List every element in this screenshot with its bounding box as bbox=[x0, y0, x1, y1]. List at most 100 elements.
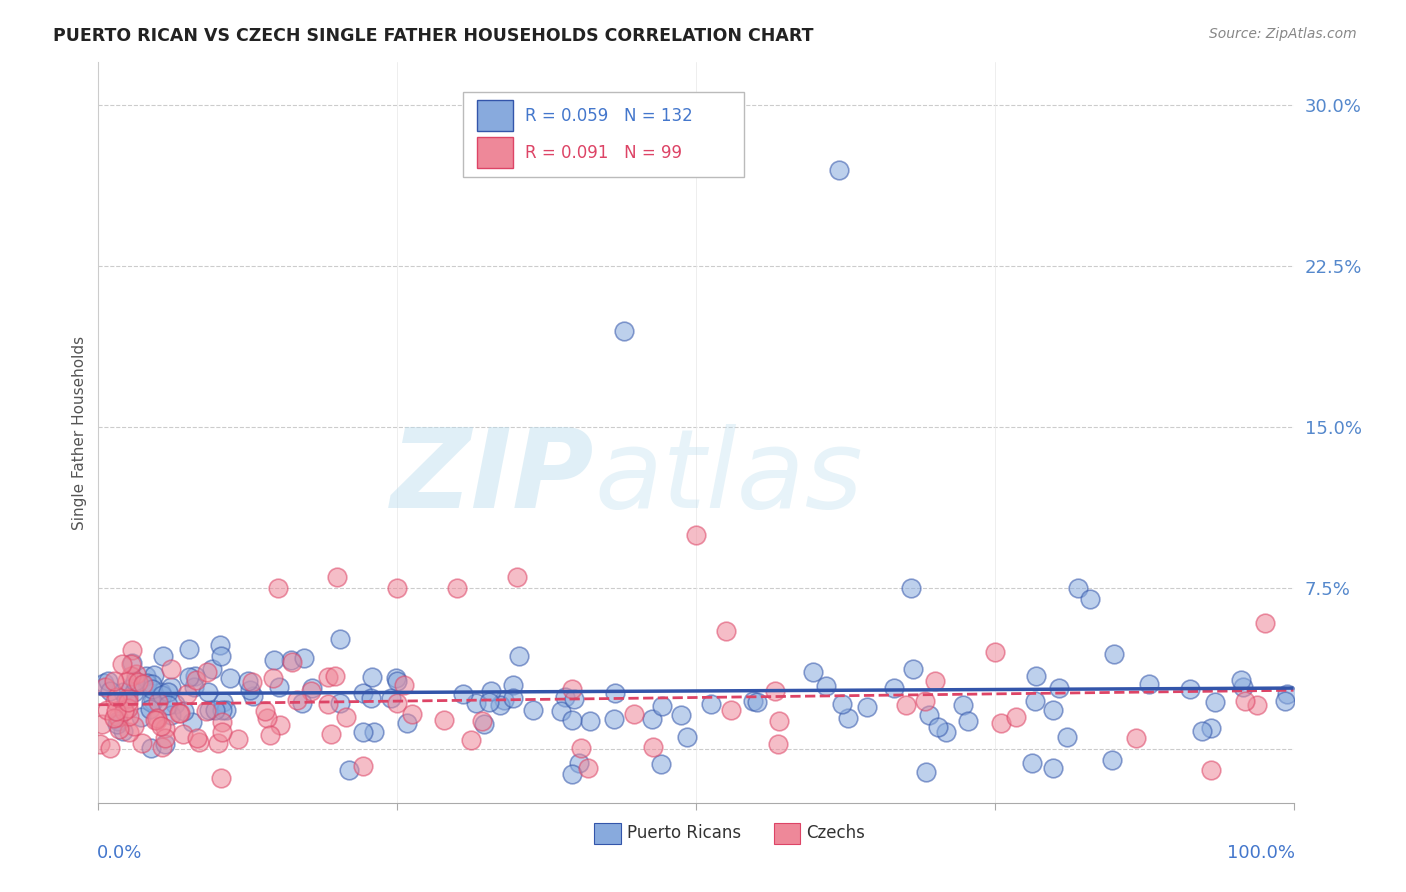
Point bbox=[103, 674, 125, 689]
Point bbox=[176, 687, 198, 701]
Point bbox=[262, 671, 284, 685]
Point bbox=[121, 643, 143, 657]
Point bbox=[329, 696, 352, 710]
FancyBboxPatch shape bbox=[477, 100, 513, 131]
Point bbox=[1125, 731, 1147, 745]
Point bbox=[935, 725, 957, 739]
Point bbox=[924, 673, 946, 688]
FancyBboxPatch shape bbox=[595, 822, 620, 844]
Point bbox=[394, 678, 416, 692]
Point bbox=[1199, 764, 1222, 778]
Text: R = 0.059   N = 132: R = 0.059 N = 132 bbox=[524, 107, 693, 125]
Point bbox=[183, 680, 205, 694]
Point bbox=[103, 711, 125, 725]
Point bbox=[1101, 753, 1123, 767]
Point bbox=[918, 708, 941, 723]
Point bbox=[145, 713, 167, 727]
Point bbox=[122, 685, 145, 699]
Point bbox=[489, 698, 512, 712]
Point bbox=[211, 725, 233, 739]
Point bbox=[700, 698, 723, 712]
Point bbox=[1042, 703, 1064, 717]
Point bbox=[104, 694, 127, 708]
Text: atlas: atlas bbox=[595, 424, 863, 531]
Point bbox=[91, 717, 114, 731]
Point bbox=[1178, 681, 1201, 696]
Point bbox=[766, 737, 789, 751]
Point bbox=[385, 671, 408, 685]
Point bbox=[492, 693, 515, 707]
Point bbox=[316, 670, 339, 684]
Point bbox=[396, 715, 419, 730]
Point bbox=[465, 696, 488, 710]
Point bbox=[142, 694, 165, 708]
Point bbox=[301, 681, 323, 696]
Point bbox=[1067, 581, 1090, 595]
Point bbox=[121, 656, 143, 670]
FancyBboxPatch shape bbox=[773, 822, 800, 844]
Point bbox=[141, 681, 163, 696]
Point bbox=[337, 763, 360, 777]
Point bbox=[323, 669, 346, 683]
Point bbox=[153, 731, 176, 745]
Y-axis label: Single Father Households: Single Father Households bbox=[72, 335, 87, 530]
Point bbox=[150, 685, 173, 699]
Point bbox=[603, 686, 626, 700]
Point bbox=[685, 527, 707, 541]
Point bbox=[157, 685, 180, 699]
Point bbox=[479, 684, 502, 698]
Point bbox=[163, 697, 186, 711]
Point bbox=[269, 680, 291, 694]
Point bbox=[197, 685, 219, 699]
Point bbox=[204, 703, 226, 717]
Point bbox=[195, 704, 218, 718]
Point bbox=[1042, 761, 1064, 775]
Point bbox=[127, 675, 149, 690]
Point bbox=[107, 710, 129, 724]
Point bbox=[623, 707, 645, 722]
Point bbox=[136, 676, 159, 690]
Point bbox=[107, 723, 129, 737]
Text: Czechs: Czechs bbox=[806, 824, 865, 842]
Point bbox=[209, 649, 232, 664]
Point bbox=[153, 737, 176, 751]
Point bbox=[1024, 693, 1046, 707]
Point bbox=[1204, 695, 1226, 709]
Point bbox=[360, 690, 382, 705]
Point bbox=[115, 673, 138, 688]
Point bbox=[983, 645, 1005, 659]
Point bbox=[561, 682, 583, 697]
Point bbox=[156, 698, 179, 712]
Point bbox=[253, 704, 276, 718]
Point bbox=[506, 570, 529, 584]
Point bbox=[478, 695, 501, 709]
Point bbox=[603, 712, 626, 726]
Text: Puerto Ricans: Puerto Ricans bbox=[627, 824, 741, 842]
Point bbox=[1199, 721, 1222, 735]
Point bbox=[173, 704, 195, 718]
Point bbox=[184, 673, 207, 687]
Point bbox=[554, 690, 576, 705]
Point bbox=[141, 695, 163, 709]
Point bbox=[329, 632, 352, 646]
Point bbox=[169, 706, 191, 721]
Point bbox=[914, 694, 936, 708]
Point bbox=[139, 740, 162, 755]
Point bbox=[508, 649, 530, 664]
Point bbox=[352, 686, 374, 700]
Point bbox=[576, 761, 599, 775]
Point bbox=[146, 711, 169, 725]
Point bbox=[207, 736, 229, 750]
Point bbox=[143, 713, 166, 727]
Point bbox=[105, 716, 128, 731]
Point bbox=[433, 714, 456, 728]
Point bbox=[124, 674, 146, 689]
Point bbox=[568, 756, 591, 770]
Point bbox=[118, 725, 141, 739]
Point bbox=[188, 735, 211, 749]
Point bbox=[291, 696, 314, 710]
Text: ZIP: ZIP bbox=[391, 424, 595, 531]
Point bbox=[446, 581, 468, 595]
Point bbox=[201, 662, 224, 676]
Point bbox=[352, 758, 374, 772]
